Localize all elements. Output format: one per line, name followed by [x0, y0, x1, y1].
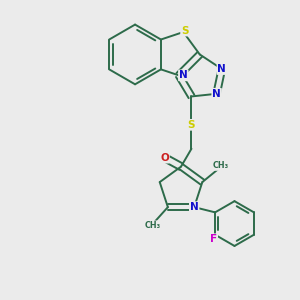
Text: F: F	[210, 234, 217, 244]
Text: N: N	[179, 70, 188, 80]
Text: N: N	[212, 89, 221, 99]
Text: N: N	[190, 202, 199, 212]
Text: S: S	[188, 120, 195, 130]
Text: CH₃: CH₃	[213, 161, 229, 170]
Text: O: O	[160, 153, 169, 163]
Text: N: N	[218, 64, 226, 74]
Text: S: S	[181, 26, 189, 36]
Text: CH₃: CH₃	[145, 221, 161, 230]
